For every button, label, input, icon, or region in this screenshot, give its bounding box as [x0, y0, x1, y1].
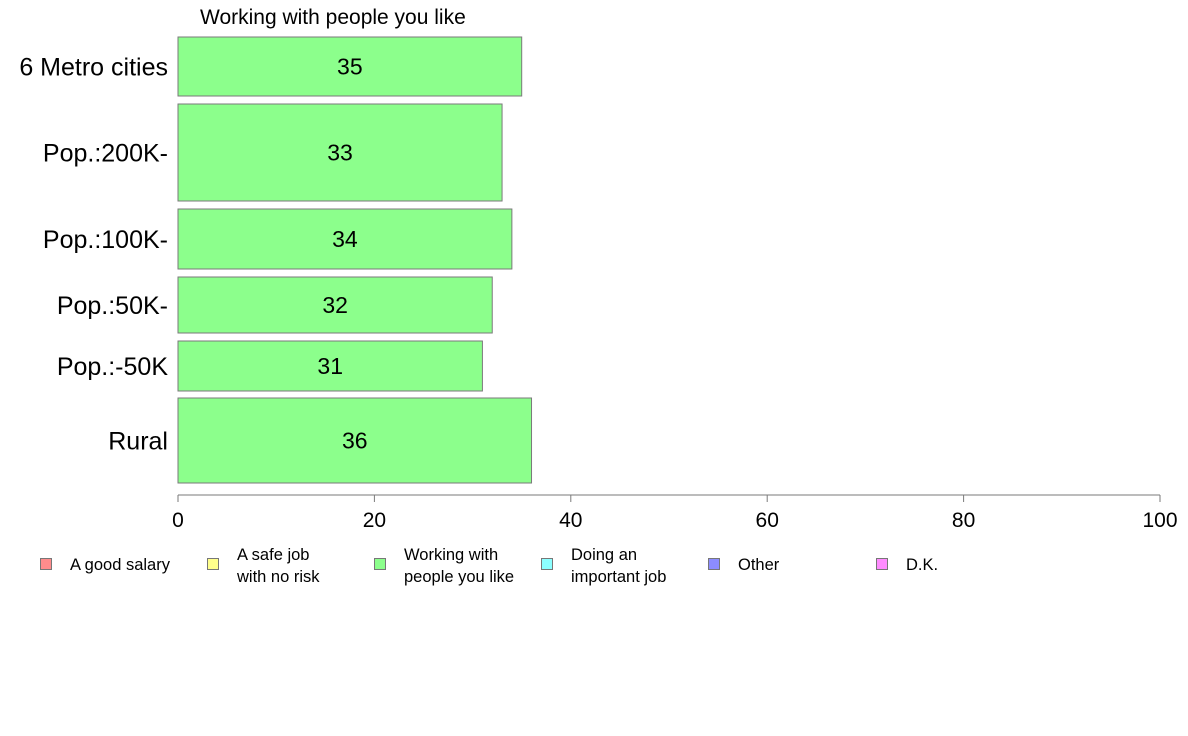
bar — [177, 397, 533, 484]
x-tick-label: 0 — [172, 509, 184, 532]
legend: A good salary A safe job with no risk Work… — [0, 540, 1188, 600]
category-label: Pop.:200K- — [43, 140, 168, 168]
legend-swatch — [40, 558, 52, 570]
legend-swatch — [374, 558, 386, 570]
x-tick-label: 40 — [559, 509, 582, 532]
x-tick-label: 100 — [1142, 509, 1177, 532]
bar-value-label: 35 — [337, 54, 363, 80]
bar — [177, 276, 493, 334]
category-label: Pop.:50K- — [57, 292, 168, 320]
legend-label: Other — [738, 556, 780, 574]
bar — [177, 208, 513, 270]
bar — [177, 103, 503, 202]
bar-value-label: 36 — [342, 428, 368, 454]
x-tick-label: 20 — [363, 509, 386, 532]
chart-title: Working with people you like — [200, 6, 466, 29]
legend-label: A good salary — [70, 556, 170, 574]
legend-swatch — [708, 558, 720, 570]
legend-label: D.K. — [906, 556, 939, 574]
legend-label: Working with people you like — [404, 546, 515, 586]
bar-value-label: 34 — [332, 226, 358, 252]
legend-swatch — [207, 558, 219, 570]
bar — [177, 340, 483, 392]
legend-label: A safe job with no risk — [237, 546, 320, 586]
bar-value-label: 31 — [317, 353, 343, 379]
bar — [177, 36, 523, 97]
category-label: Pop.:100K- — [43, 226, 168, 254]
legend-label: Doing an important job — [571, 546, 667, 586]
bar-chart: 35 6 Metro cities 33 Pop.:200K- 34 Pop.:100K-… — [19, 36, 1178, 532]
bar-value-label: 32 — [322, 292, 348, 318]
category-label: 6 Metro cities — [19, 54, 168, 82]
legend-swatch — [541, 558, 553, 570]
legend-swatch — [876, 558, 888, 570]
category-label: Pop.:-50K — [57, 353, 169, 381]
x-tick-label: 60 — [756, 509, 779, 532]
bar-value-label: 33 — [327, 140, 353, 166]
x-tick-label: 80 — [952, 509, 975, 532]
category-label: Rural — [108, 428, 168, 456]
